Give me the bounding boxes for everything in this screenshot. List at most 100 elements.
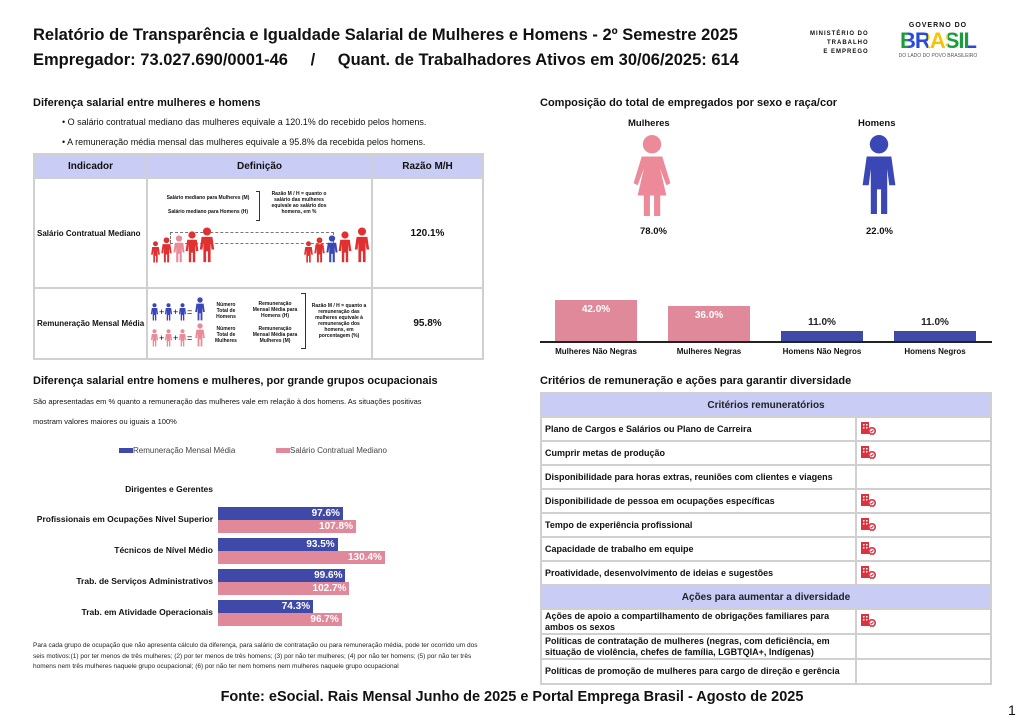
- legend-item: Salário Contratual Mediano: [276, 446, 387, 455]
- action-status: [855, 608, 992, 635]
- company-check-icon: [860, 493, 876, 507]
- table-row: Disponibilidade de pessoa em ocupações e…: [540, 488, 992, 514]
- man-icon: [862, 135, 896, 214]
- bar: [555, 300, 637, 342]
- brace: [256, 191, 260, 221]
- def-label: Remuneração Mensal Média para Mulheres (…: [252, 326, 298, 344]
- bullet: • O salário contratual mediano das mulhe…: [62, 117, 427, 127]
- separator: /: [310, 51, 316, 69]
- svg-text:=: =: [187, 307, 192, 317]
- men-label: Homens: [858, 118, 896, 129]
- bar: [668, 306, 750, 342]
- composition-heading: Composição do total de empregados por se…: [540, 97, 838, 109]
- company-check-icon: [860, 565, 876, 579]
- data-label: 11.0%: [921, 317, 949, 328]
- definition-cell: + + = + + = Número Total de Homens Remuneraç…: [146, 287, 373, 360]
- col-header: Definição: [146, 153, 373, 179]
- ratio-value: 120.1%: [371, 177, 484, 289]
- criteria-table: Critérios remuneratórios Plano de Cargos …: [540, 392, 992, 685]
- category-label: Profissionais em Ocupações Nível Superio…: [36, 514, 213, 524]
- criterion-label: Plano de Cargos e Salários ou Plano de C…: [540, 416, 857, 442]
- def-label: Número Total de Homens: [216, 302, 236, 320]
- data-label: 11.0%: [808, 317, 836, 328]
- category-label: Homens Negros: [904, 347, 966, 356]
- criterion-label: Disponibilidade para horas extras, reuni…: [540, 464, 857, 490]
- def-label: Salário mediano para Homens (H): [167, 209, 249, 215]
- footnote: Para cada grupo de ocupação que não apre…: [33, 642, 478, 670]
- action-status: [855, 658, 992, 685]
- company-check-icon: [860, 613, 876, 627]
- women-label: Mulheres: [628, 118, 670, 129]
- legend-label: Remuneração Mensal Média: [133, 446, 236, 455]
- def-note: Razão M / H = quanto a remuneração das m…: [311, 303, 367, 339]
- brace: [301, 293, 306, 349]
- svg-text:+: +: [159, 307, 164, 317]
- company-check-icon: [860, 517, 876, 531]
- category-label: Técnicos de Nível Médio: [114, 545, 213, 555]
- logo-main: BRASIL: [888, 29, 988, 53]
- indicator-table: Indicador Definição Razão M/H Salário Co…: [33, 153, 484, 360]
- women-sum-illustration: + + =: [150, 323, 210, 349]
- bar: [781, 331, 863, 342]
- active-workers: Quant. de Trabalhadores Ativos em 30/06/…: [337, 51, 739, 69]
- people-illustration-men: [303, 227, 373, 265]
- category-label: Mulheres Não Negras: [555, 347, 637, 356]
- col-header: Indicador: [33, 153, 148, 179]
- bar: 130.4%: [218, 551, 385, 564]
- ministry-logo: MINISTÉRIO DO TRABALHO E EMPREGO: [810, 30, 869, 57]
- criterion-label: Tempo de experiência profissional: [540, 512, 857, 538]
- salary-gap-heading: Diferença salarial entre mulheres e home…: [33, 97, 261, 109]
- category-label: Trab. em Atividade Operacionais: [81, 607, 213, 617]
- action-label: Ações de apoio a compartilhamento de obr…: [540, 608, 857, 635]
- bar: 97.6%: [218, 507, 343, 520]
- definition-cell: Salário mediano para Mulheres (M) Salári…: [146, 177, 373, 289]
- logo-top: GOVERNO DO: [908, 22, 968, 29]
- report-title: Relatório de Transparência e Igualdade S…: [33, 26, 738, 44]
- col-header: Razão M/H: [371, 153, 484, 179]
- action-label: Políticas de promoção de mulheres para c…: [540, 658, 857, 685]
- criterion-status: [855, 536, 992, 562]
- criteria-heading: Critérios de remuneração e ações para ga…: [540, 375, 852, 387]
- table-row: Capacidade de trabalho em equipe: [540, 536, 992, 562]
- criterion-label: Disponibilidade de pessoa em ocupações e…: [540, 488, 857, 514]
- company-check-icon: [860, 421, 876, 435]
- criterion-status: [855, 464, 992, 490]
- table-row: Proatividade, desenvolvimento de ideias …: [540, 560, 992, 586]
- svg-text:+: +: [159, 333, 164, 343]
- def-label: Salário mediano para Mulheres (M): [166, 195, 250, 201]
- occupational-heading: Diferença salarial entre homens e mulher…: [33, 375, 438, 387]
- table-row: Políticas de contratação de mulheres (ne…: [540, 633, 992, 660]
- men-sum-illustration: + + =: [150, 297, 210, 323]
- bar: 96.7%: [218, 613, 342, 626]
- criterion-status: [855, 488, 992, 514]
- criterion-label: Cumprir metas de produção: [540, 440, 857, 466]
- svg-text:=: =: [187, 333, 192, 343]
- def-label: Remuneração Mensal Média para Homens (H): [252, 301, 298, 319]
- company-check-icon: [860, 445, 876, 459]
- criterion-label: Capacidade de trabalho em equipe: [540, 536, 857, 562]
- company-check-icon: [860, 541, 876, 555]
- criterion-status: [855, 440, 992, 466]
- chart-baseline: [540, 341, 992, 343]
- criterion-status: [855, 560, 992, 586]
- bar: 102.7%: [218, 582, 350, 595]
- criterion-label: Proatividade, desenvolvimento de ideias …: [540, 560, 857, 586]
- logo-line: TRABALHO: [827, 40, 869, 46]
- logo-line: MINISTÉRIO DO: [810, 31, 869, 37]
- legend-swatch: [119, 448, 133, 454]
- indicator-name: Salário Contratual Mediano: [33, 177, 148, 289]
- def-label: Número Total de Mulheres: [215, 326, 237, 344]
- section-header: Critérios remuneratórios: [540, 392, 992, 418]
- category-label: Dirigentes e Gerentes: [125, 484, 213, 494]
- criterion-status: [855, 512, 992, 538]
- ratio-value: 95.8%: [371, 287, 484, 360]
- bar: 99.6%: [218, 569, 346, 582]
- action-label: Políticas de contratação de mulheres (ne…: [540, 633, 857, 660]
- table-row: Cumprir metas de produção: [540, 440, 992, 466]
- category-label: Homens Não Negros: [782, 347, 862, 356]
- occupational-description: São apresentadas em % quanto a remuneraç…: [33, 397, 422, 406]
- bar: 74.3%: [218, 600, 314, 613]
- page-number: 1: [1008, 702, 1016, 718]
- category-label: Mulheres Negras: [676, 347, 742, 356]
- employer-id: Empregador: 73.027.690/0001-46: [33, 51, 288, 69]
